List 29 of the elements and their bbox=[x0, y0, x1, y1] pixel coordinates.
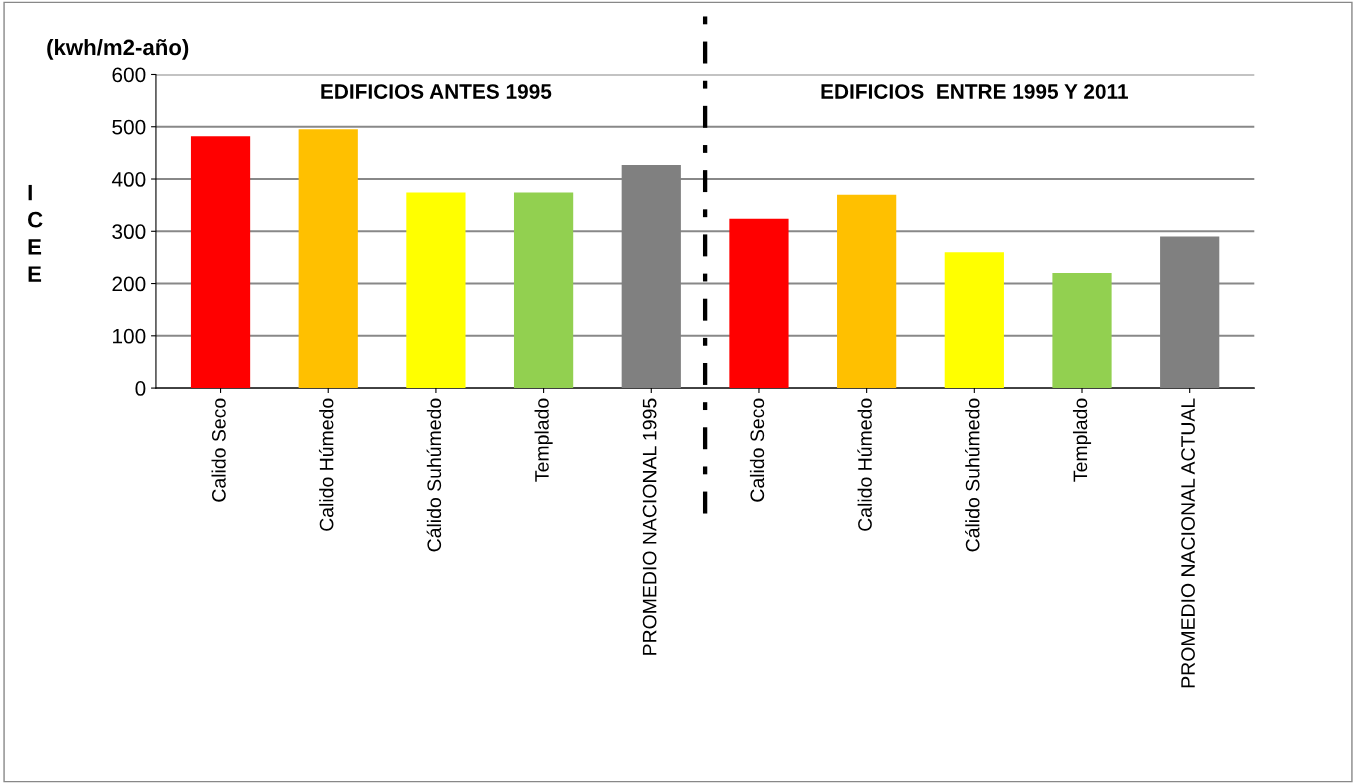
bar bbox=[944, 252, 1004, 389]
x-tick-label: Calido Húmedo bbox=[857, 398, 872, 531]
bar bbox=[406, 192, 466, 389]
y-tick-label: 400 bbox=[111, 172, 146, 187]
bar bbox=[298, 129, 358, 389]
y-tick-label: 500 bbox=[112, 119, 146, 135]
y-tick-label: 300 bbox=[112, 224, 146, 240]
bar bbox=[1052, 273, 1112, 389]
x-tick-label: Calido Húmedo bbox=[318, 398, 334, 531]
x-tick-label: Cálido Suhúmedo bbox=[965, 398, 980, 552]
x-tick-label: Templado bbox=[534, 398, 553, 482]
bar bbox=[729, 218, 789, 389]
y-tick-label: 0 bbox=[135, 381, 146, 396]
y-axis-title: ICEE bbox=[28, 184, 43, 282]
annotation: EDIFICIOS ANTES 1995 bbox=[321, 84, 552, 99]
y-tick-label: 600 bbox=[112, 67, 146, 83]
x-tick-label: Calido Seco bbox=[211, 398, 226, 502]
chart-title: (kwh/m2-año) bbox=[47, 38, 189, 60]
annotation: EDIFICIOS ENTRE 1995 Y 2011 bbox=[821, 84, 1128, 99]
x-tick-label: Templado bbox=[1072, 398, 1092, 482]
x-tick-label: Calido Seco bbox=[749, 398, 765, 502]
x-tick-label: Cálido Suhúmedo bbox=[426, 398, 442, 552]
x-tick-label: PROMEDIO NACIONAL ACTUAL bbox=[1181, 398, 1195, 688]
bar bbox=[190, 136, 251, 389]
bar bbox=[513, 192, 574, 389]
bar bbox=[837, 194, 897, 389]
y-tick-label: 200 bbox=[112, 276, 146, 292]
y-tick-label: 100 bbox=[113, 328, 146, 344]
x-tick-label: PROMEDIO NACIONAL 1995 bbox=[642, 398, 657, 655]
